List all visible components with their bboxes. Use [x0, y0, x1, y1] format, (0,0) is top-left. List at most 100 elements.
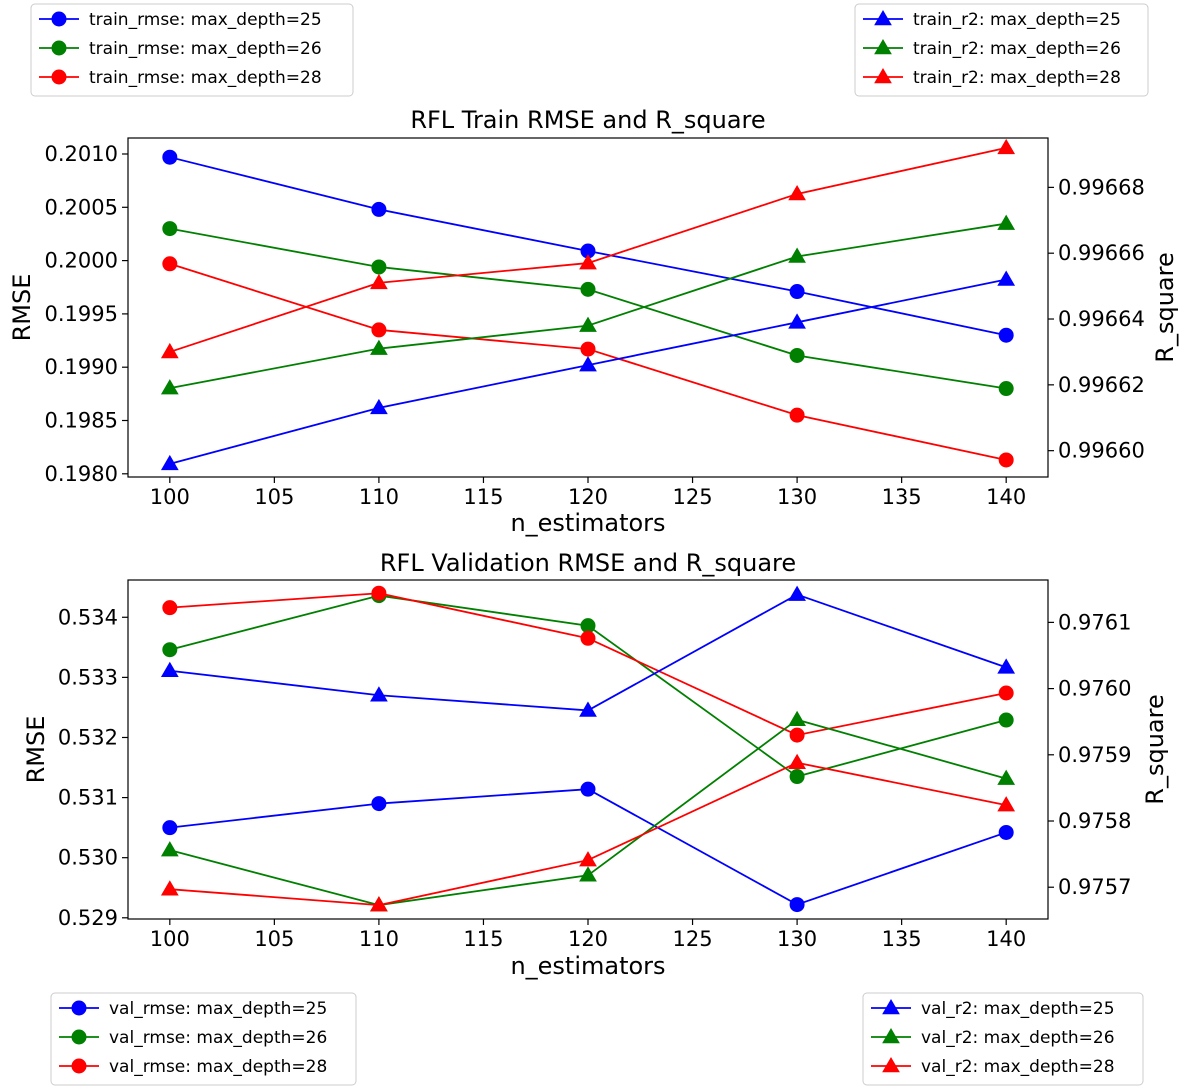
legend-marker	[882, 1028, 900, 1044]
data-point	[370, 896, 388, 912]
data-point	[370, 686, 388, 702]
y-right-tick-label: 0.9758	[1058, 809, 1131, 833]
x-tick-label: 110	[359, 485, 399, 509]
data-point	[580, 341, 596, 357]
y-left-tick-label: 0.1980	[45, 462, 118, 486]
legend-right	[854, 3, 1149, 97]
data-point	[579, 701, 597, 717]
y-right-tick-label: 0.99660	[1058, 439, 1145, 463]
legend-left	[30, 3, 354, 97]
x-tick-label: 120	[568, 485, 608, 509]
x-tick-label: 130	[777, 927, 817, 951]
y-left-tick-label: 0.1995	[45, 302, 118, 326]
data-point	[580, 630, 596, 646]
legend-right	[862, 992, 1144, 1086]
data-point	[997, 138, 1016, 155]
y-left-tick-label: 0.2005	[45, 195, 118, 219]
data-point	[160, 342, 179, 359]
data-point	[580, 281, 596, 297]
data-point	[370, 273, 388, 290]
data-point	[998, 712, 1014, 728]
data-point	[789, 407, 805, 423]
data-point	[162, 820, 178, 836]
data-point	[997, 769, 1016, 785]
x-tick-label: 100	[150, 927, 190, 951]
data-point	[997, 796, 1016, 812]
legend-entry: train_rmse: max_depth=28	[89, 68, 322, 88]
data-point	[789, 284, 805, 300]
legend-marker	[71, 1029, 87, 1045]
data-point	[579, 254, 597, 270]
data-point	[162, 149, 178, 165]
y-right-tick-label: 0.9761	[1058, 610, 1131, 634]
data-point	[788, 710, 806, 726]
x-tick-label: 120	[568, 927, 608, 951]
train-chart: RFL Train RMSE and R_square 100 105 110 115 1…	[8, 3, 1179, 537]
y-right-tick-label: 0.99666	[1058, 241, 1145, 265]
y-left-tick-label: 0.534	[58, 605, 118, 629]
legend-entry: val_rmse: max_depth=26	[109, 1028, 327, 1048]
x-tick-label: 105	[254, 927, 294, 951]
x-tick-label: 125	[672, 485, 712, 509]
legend-marker	[71, 1058, 87, 1074]
legend-entry: val_rmse: max_depth=28	[109, 1057, 327, 1077]
y-left-tick-label: 0.530	[58, 846, 118, 870]
y-left-axis-label: RMSE	[22, 716, 50, 784]
legend-entry: val_r2: max_depth=28	[921, 1057, 1115, 1077]
legend-entry: train_rmse: max_depth=25	[89, 10, 322, 30]
data-point	[998, 685, 1014, 701]
legend-entry: train_r2: max_depth=26	[913, 39, 1121, 59]
legend-left	[50, 992, 357, 1086]
data-point	[162, 600, 178, 616]
data-point	[579, 851, 597, 867]
y-right-axis-label: R_square	[1151, 252, 1179, 362]
legend-entry: train_rmse: max_depth=26	[89, 39, 322, 59]
data-point	[997, 270, 1016, 286]
plot-frame	[127, 137, 1049, 478]
x-tick-label: 130	[777, 485, 817, 509]
data-point	[162, 221, 178, 237]
data-point	[997, 214, 1016, 230]
plot-frame	[127, 579, 1049, 920]
data-point	[370, 339, 388, 355]
y-right-tick-label: 0.99662	[1058, 373, 1145, 397]
legend-marker	[71, 1000, 87, 1016]
data-point	[371, 259, 387, 275]
legend-entry: val_r2: max_depth=26	[921, 1028, 1115, 1048]
x-tick-label: 110	[359, 927, 399, 951]
legend-entry: train_r2: max_depth=28	[913, 68, 1121, 88]
legend-marker	[51, 40, 67, 56]
legend-marker	[51, 11, 67, 27]
data-point	[160, 379, 179, 395]
data-point	[160, 841, 179, 857]
data-point	[371, 585, 387, 601]
legend-marker	[874, 39, 892, 55]
data-point	[370, 398, 388, 415]
data-point	[162, 256, 178, 272]
series-line	[169, 593, 1007, 712]
y-left-tick-label: 0.1985	[45, 409, 118, 433]
data-point	[788, 313, 806, 329]
x-tick-label: 125	[672, 927, 712, 951]
y-left-tick-label: 0.529	[58, 906, 118, 930]
data-point	[789, 347, 805, 363]
legend-entry: val_r2: max_depth=25	[921, 999, 1115, 1019]
data-point	[579, 866, 597, 882]
data-point	[998, 824, 1014, 840]
y-left-axis-label: RMSE	[8, 274, 36, 342]
data-point	[789, 769, 805, 785]
data-point	[788, 753, 806, 770]
legend-marker	[882, 1057, 900, 1073]
y-right-tick-label: 0.99664	[1058, 307, 1145, 331]
data-point	[788, 585, 806, 601]
legend-marker	[51, 69, 67, 85]
y-right-tick-label: 0.9757	[1058, 875, 1131, 899]
chart-title: RFL Train RMSE and R_square	[410, 106, 765, 134]
data-point	[162, 642, 178, 658]
y-right-axis-label: R_square	[1141, 694, 1169, 804]
data-point	[789, 727, 805, 743]
x-axis-label: n_estimators	[510, 952, 665, 980]
x-tick-label: 115	[463, 927, 503, 951]
data-point	[580, 618, 596, 634]
